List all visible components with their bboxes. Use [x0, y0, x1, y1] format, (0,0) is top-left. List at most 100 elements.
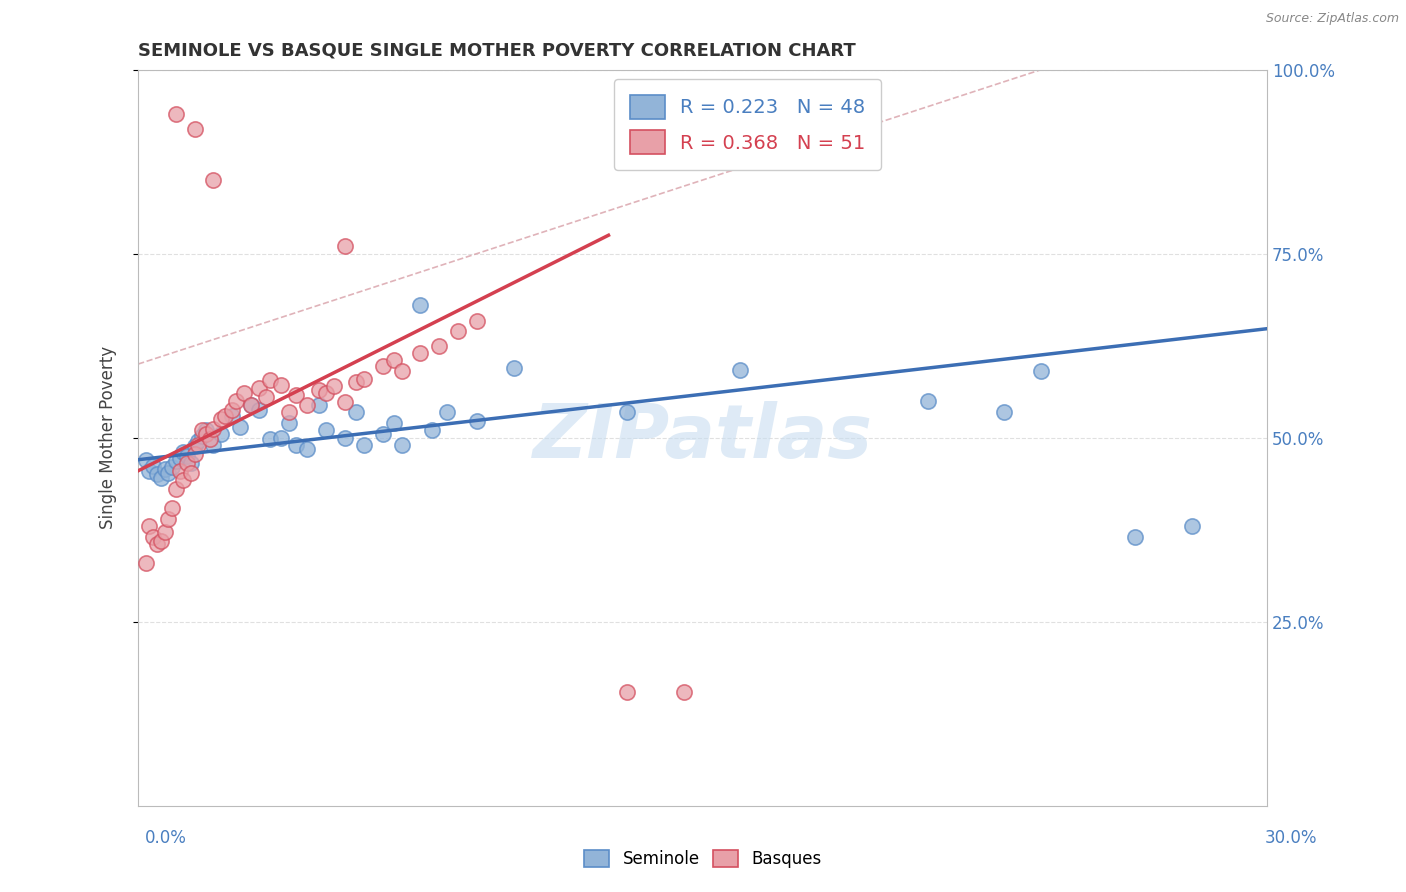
Point: [672, 684, 695, 698]
Point: [333, 431, 356, 445]
Legend: R = 0.223   N = 48, R = 0.368   N = 51: R = 0.223 N = 48, R = 0.368 N = 51: [614, 79, 882, 169]
Point: [391, 438, 413, 452]
Point: [169, 464, 191, 478]
Point: [221, 402, 243, 417]
Point: [270, 431, 292, 445]
Point: [254, 390, 277, 404]
Point: [149, 471, 172, 485]
Point: [229, 419, 252, 434]
Point: [277, 405, 299, 419]
Point: [247, 402, 270, 417]
Point: [1181, 519, 1204, 533]
Point: [409, 298, 432, 312]
Text: 30.0%: 30.0%: [1264, 829, 1317, 847]
Point: [209, 427, 232, 442]
Text: ZIPatlas: ZIPatlas: [533, 401, 873, 475]
Point: [616, 684, 638, 698]
Point: [409, 346, 432, 360]
Point: [436, 405, 458, 419]
Point: [427, 338, 450, 352]
Point: [180, 457, 202, 471]
Point: [353, 438, 375, 452]
Point: [176, 457, 198, 471]
Point: [391, 364, 413, 378]
Point: [160, 460, 183, 475]
Point: [353, 372, 375, 386]
Point: [465, 414, 488, 428]
Point: [315, 386, 337, 401]
Point: [194, 423, 217, 437]
Point: [232, 386, 254, 401]
Point: [993, 405, 1015, 419]
Point: [728, 363, 751, 377]
Point: [1031, 364, 1053, 378]
Point: [165, 482, 187, 496]
Point: [169, 451, 191, 466]
Point: [371, 359, 394, 373]
Point: [297, 398, 319, 412]
Point: [191, 429, 214, 443]
Point: [153, 461, 176, 475]
Point: [135, 452, 157, 467]
Point: [465, 314, 488, 328]
Point: [172, 445, 194, 459]
Text: SEMINOLE VS BASQUE SINGLE MOTHER POVERTY CORRELATION CHART: SEMINOLE VS BASQUE SINGLE MOTHER POVERTY…: [138, 42, 856, 60]
Point: [142, 530, 165, 544]
Point: [160, 500, 183, 515]
Point: [149, 533, 172, 548]
Point: [333, 395, 356, 409]
Point: [447, 324, 470, 338]
Text: Source: ZipAtlas.com: Source: ZipAtlas.com: [1265, 12, 1399, 25]
Point: [198, 432, 221, 446]
Y-axis label: Single Mother Poverty: Single Mother Poverty: [100, 346, 117, 529]
Point: [165, 454, 187, 468]
Point: [382, 416, 405, 430]
Point: [344, 376, 367, 390]
Point: [240, 398, 263, 412]
Point: [194, 427, 217, 442]
Point: [382, 353, 405, 368]
Point: [225, 393, 247, 408]
Point: [176, 449, 198, 463]
Point: [917, 393, 939, 408]
Point: [240, 398, 263, 412]
Point: [183, 440, 205, 454]
Point: [371, 427, 394, 442]
Point: [183, 121, 205, 136]
Point: [270, 377, 292, 392]
Point: [157, 466, 180, 480]
Point: [209, 412, 232, 426]
Point: [187, 434, 209, 449]
Point: [202, 173, 225, 187]
Point: [165, 107, 187, 121]
Point: [214, 409, 236, 423]
Point: [138, 519, 160, 533]
Point: [187, 438, 209, 452]
Point: [172, 473, 194, 487]
Point: [146, 467, 169, 482]
Point: [153, 524, 176, 539]
Point: [308, 398, 330, 412]
Point: [616, 405, 638, 419]
Point: [285, 388, 308, 402]
Text: 0.0%: 0.0%: [145, 829, 187, 847]
Point: [1123, 530, 1146, 544]
Point: [138, 464, 160, 478]
Point: [315, 423, 337, 437]
Point: [333, 239, 356, 253]
Point: [247, 381, 270, 395]
Point: [503, 360, 526, 375]
Point: [221, 409, 243, 423]
Point: [322, 379, 344, 393]
Point: [180, 466, 202, 480]
Point: [157, 511, 180, 525]
Point: [285, 438, 308, 452]
Point: [259, 432, 281, 446]
Point: [259, 373, 281, 387]
Point: [191, 423, 214, 437]
Point: [202, 422, 225, 436]
Point: [142, 458, 165, 473]
Point: [183, 447, 205, 461]
Point: [135, 556, 157, 570]
Point: [146, 537, 169, 551]
